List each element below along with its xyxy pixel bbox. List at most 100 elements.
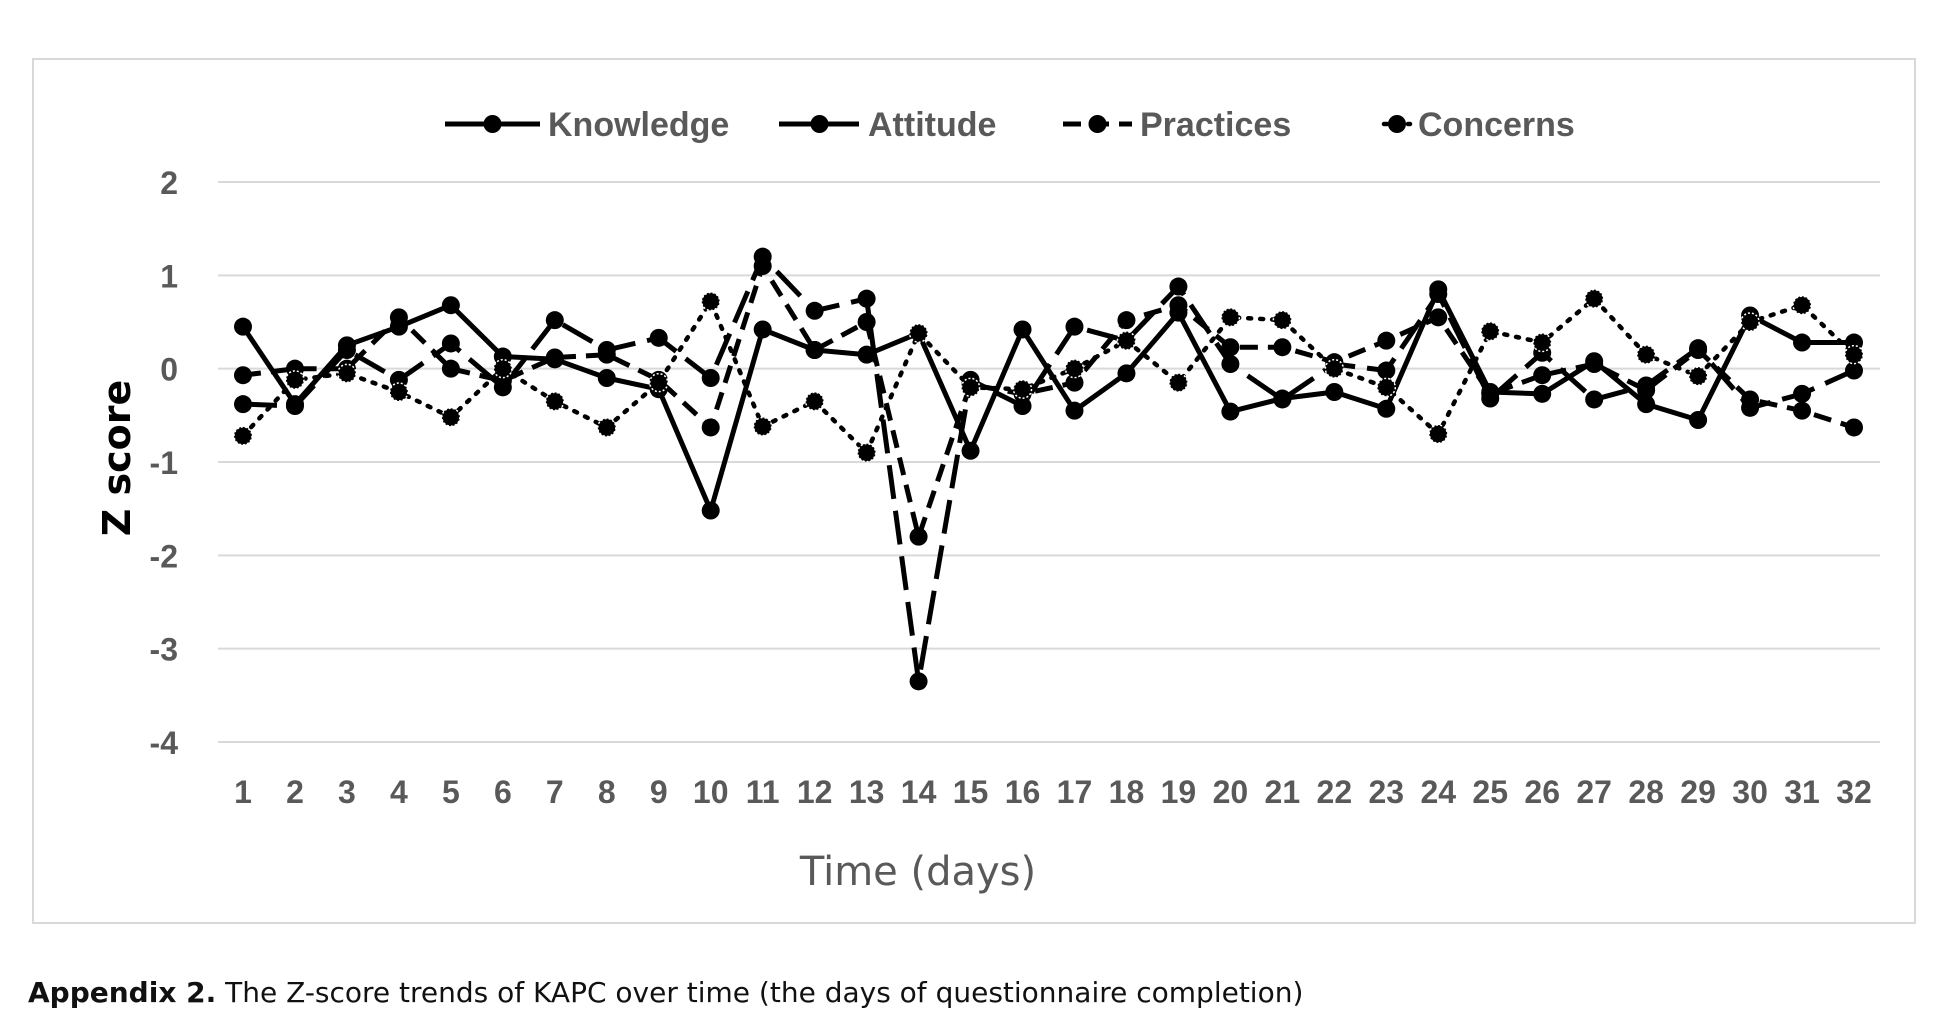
data-point [597, 369, 616, 387]
x-tick-label: 11 [746, 774, 780, 810]
data-point [1376, 377, 1397, 398]
data-point [545, 391, 565, 412]
x-tick-label: 18 [1109, 774, 1145, 810]
data-point [805, 341, 824, 359]
data-point [701, 418, 720, 437]
data-point [1169, 296, 1188, 315]
data-point [857, 313, 876, 331]
data-point [1377, 399, 1396, 418]
data-point [233, 426, 253, 446]
x-tick-label: 8 [598, 774, 616, 810]
data-point [234, 366, 252, 385]
x-tick-label: 6 [494, 774, 512, 810]
x-tick-label: 7 [546, 774, 564, 810]
data-point [1688, 366, 1708, 386]
data-point [1377, 361, 1396, 380]
data-point [1065, 317, 1084, 336]
x-tick-label: 30 [1732, 774, 1768, 810]
data-point [700, 291, 721, 312]
data-point [389, 382, 409, 402]
data-point [1273, 338, 1292, 357]
data-point [649, 328, 668, 347]
series-practices [234, 257, 1863, 546]
data-point [1793, 401, 1812, 420]
data-point [701, 369, 720, 387]
x-tick-label: 20 [1213, 774, 1249, 810]
x-tick-label: 24 [1420, 774, 1456, 810]
x-tick-label: 5 [442, 774, 460, 810]
data-point [1793, 333, 1812, 352]
legend-swatch-marker [810, 115, 829, 133]
x-tick-label: 15 [953, 774, 989, 810]
data-point [1169, 277, 1188, 296]
data-point [1429, 285, 1448, 303]
x-tick-label: 26 [1524, 774, 1560, 810]
data-point [1064, 358, 1085, 379]
data-point [805, 301, 824, 320]
series-line [240, 296, 1857, 455]
figure-caption: Appendix 2. The Z-score trends of KAPC o… [28, 976, 1303, 1009]
x-tick-label: 23 [1368, 774, 1404, 810]
x-tick-label: 9 [650, 774, 668, 810]
y-tick-label: 0 [160, 352, 178, 388]
data-point [752, 416, 773, 437]
data-point [1845, 418, 1863, 437]
data-point [1272, 310, 1293, 330]
data-point [441, 407, 461, 427]
data-point [1533, 366, 1552, 385]
data-point [1792, 295, 1812, 315]
data-point [1377, 331, 1396, 350]
x-tick-label: 4 [390, 774, 408, 810]
data-point [1845, 361, 1863, 380]
data-point [441, 359, 460, 378]
data-point [909, 672, 928, 691]
data-point [234, 395, 252, 414]
legend-swatch-marker [1388, 115, 1406, 133]
x-tick-label: 3 [338, 774, 356, 810]
y-tick-label: -1 [150, 445, 178, 481]
x-tick-label: 12 [797, 774, 833, 810]
x-tick-label: 29 [1680, 774, 1716, 810]
legend-item-practices: Practices [1063, 106, 1291, 144]
data-point [285, 397, 304, 415]
data-point [545, 311, 564, 330]
data-point [597, 417, 617, 438]
x-tick-label: 2 [286, 774, 304, 810]
data-point [1221, 355, 1240, 373]
data-point [1429, 308, 1448, 327]
data-point [1168, 372, 1189, 393]
data-point [389, 308, 408, 327]
series-knowledge [234, 280, 1863, 520]
caption-label: Appendix 2. [28, 976, 217, 1009]
data-point [337, 341, 356, 359]
x-tick-label: 10 [693, 774, 729, 810]
data-point [857, 289, 876, 308]
data-point [1793, 384, 1812, 403]
data-point [856, 442, 877, 463]
data-point [909, 527, 928, 546]
data-point [753, 257, 772, 275]
data-point [441, 296, 460, 315]
data-point [1116, 330, 1137, 351]
data-point [1117, 364, 1136, 383]
data-point [1220, 307, 1241, 328]
data-point [1065, 401, 1084, 420]
data-point [960, 377, 981, 398]
legend-label: Attitude [868, 106, 996, 144]
data-point [804, 391, 825, 412]
series-line [240, 286, 1854, 513]
data-point [1221, 338, 1240, 357]
data-point [1012, 379, 1033, 399]
data-point [545, 348, 564, 367]
legend-item-attitude: Attitude [779, 106, 996, 144]
data-point [1428, 424, 1449, 444]
x-axis-title: Time (days) [799, 849, 1036, 895]
data-point [597, 345, 616, 364]
data-point [753, 320, 772, 339]
data-point [1013, 320, 1032, 339]
data-point [1585, 390, 1604, 409]
series-attitude [234, 247, 1863, 691]
data-point [1533, 384, 1552, 403]
legend-label: Practices [1140, 106, 1291, 144]
